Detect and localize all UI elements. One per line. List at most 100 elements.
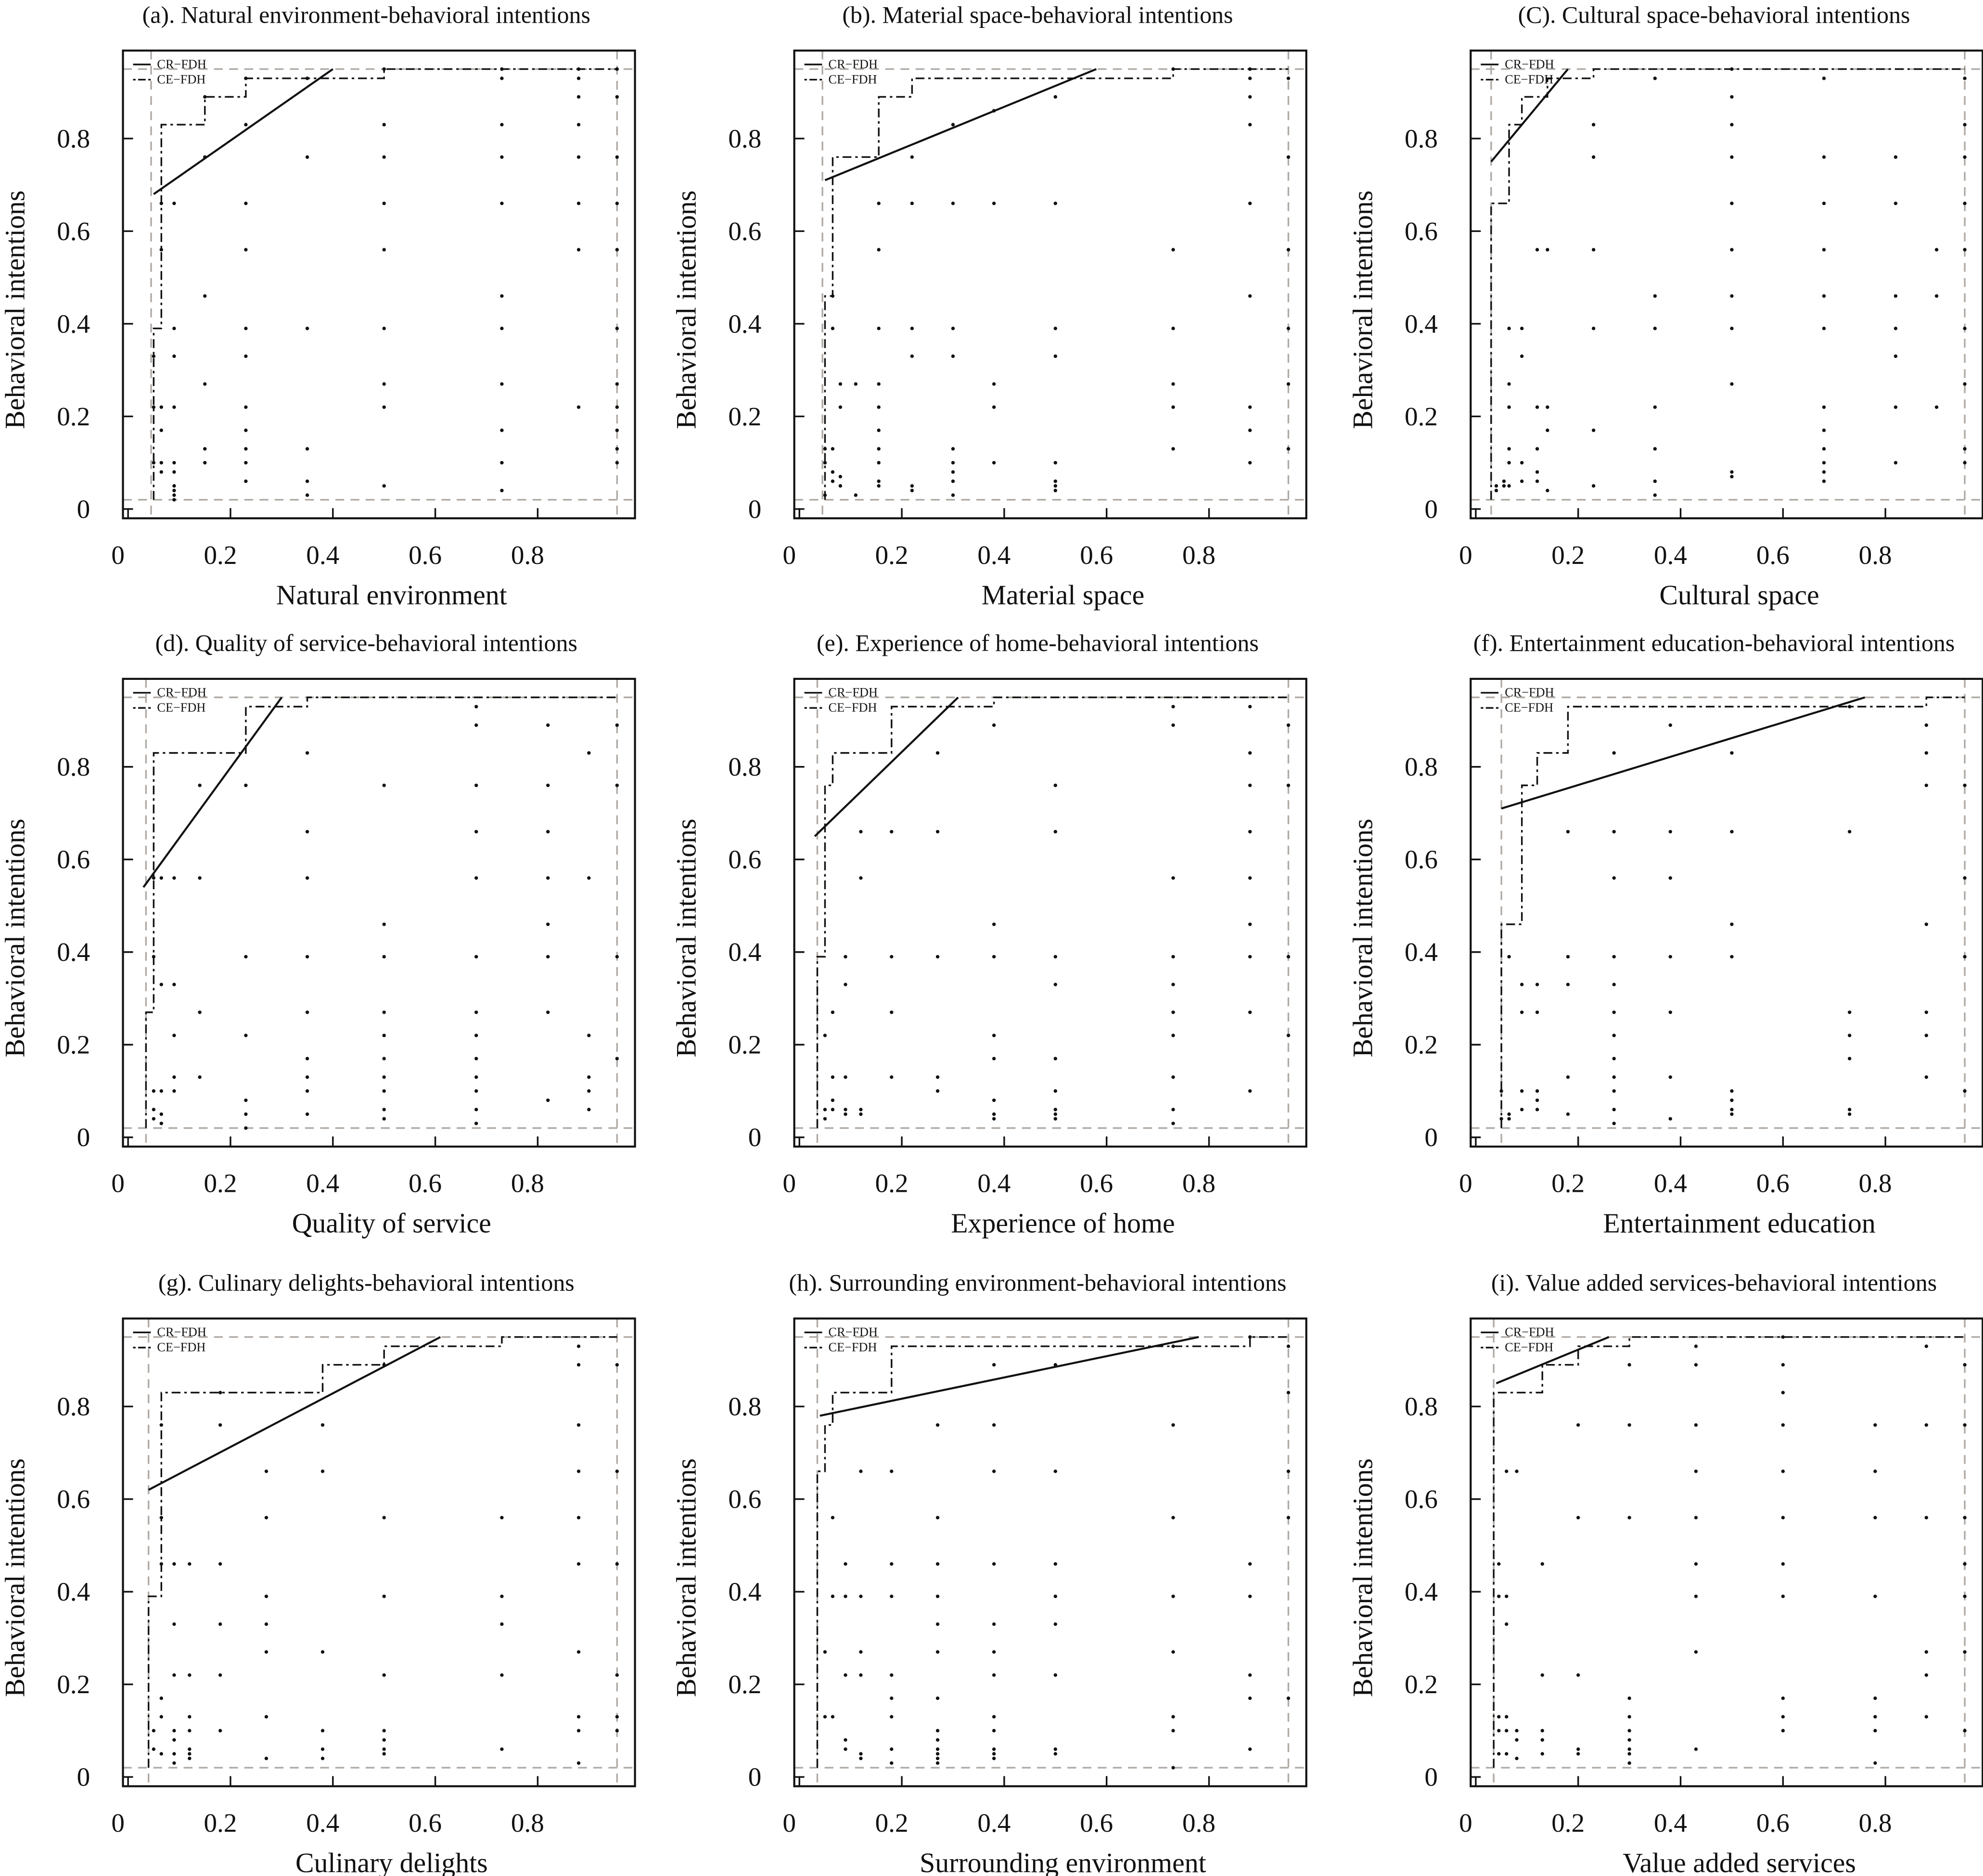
y-tick-label: 0.6: [57, 217, 90, 246]
x-tick-label: 0.8: [511, 1169, 544, 1198]
data-point: [474, 876, 478, 880]
data-point: [1497, 1715, 1501, 1719]
data-point: [1520, 326, 1524, 331]
data-point: [1893, 326, 1898, 331]
data-point: [844, 1747, 847, 1751]
data-point: [1515, 1738, 1519, 1742]
data-point: [1171, 447, 1175, 451]
data-point: [1848, 704, 1852, 709]
y-tick-label: 0.6: [728, 1484, 761, 1514]
x-tick-label: 0: [111, 1169, 125, 1198]
data-point: [1612, 1089, 1616, 1093]
data-point: [172, 1761, 176, 1765]
data-point: [1730, 474, 1734, 479]
data-point: [576, 1562, 581, 1566]
data-point: [890, 1761, 894, 1765]
data-point: [576, 1363, 581, 1367]
data-point: [474, 1122, 478, 1125]
data-point: [382, 1010, 386, 1014]
data-point: [1053, 783, 1057, 787]
data-point: [1612, 876, 1616, 880]
data-point: [382, 1057, 386, 1060]
x-tick-label: 0.6: [409, 1169, 442, 1198]
data-point: [854, 382, 857, 386]
data-point: [951, 123, 955, 127]
panel-title: (f). Entertainment education-behavioral …: [1473, 630, 1955, 656]
data-point: [854, 493, 857, 497]
data-point: [1248, 202, 1252, 205]
data-point: [244, 1126, 248, 1130]
panel-f: (f). Entertainment education-behavioral …: [1347, 630, 1983, 1239]
panel-title: (d). Quality of service-behavioral inten…: [155, 630, 577, 656]
data-point: [159, 1089, 163, 1093]
data-point: [500, 1673, 504, 1677]
data-point: [1963, 1089, 1967, 1093]
data-point: [615, 1562, 619, 1566]
data-point: [1627, 1363, 1631, 1367]
data-point: [159, 470, 163, 474]
x-tick-label: 0.8: [511, 1808, 544, 1838]
data-point: [244, 783, 248, 787]
cr-fdh-line: [824, 68, 1097, 181]
data-point: [1873, 1729, 1877, 1733]
data-point: [1963, 155, 1967, 159]
data-point: [1924, 783, 1928, 787]
data-point: [951, 470, 955, 474]
panel-title: (h). Surrounding environment-behavioral …: [789, 1270, 1286, 1296]
data-point: [1171, 1650, 1175, 1654]
data-point: [172, 488, 176, 493]
data-point: [935, 1752, 940, 1756]
data-point: [1248, 77, 1252, 80]
data-point: [1515, 1729, 1519, 1733]
y-tick-label: 0: [748, 1123, 762, 1152]
data-point: [159, 461, 163, 465]
data-point: [1505, 1622, 1509, 1626]
data-point: [159, 1715, 163, 1719]
y-tick-label: 0.2: [1405, 1030, 1438, 1059]
data-point: [382, 1747, 386, 1751]
legend-cr-fdh-label: CR−FDH: [829, 686, 878, 700]
x-tick-label: 0.2: [204, 1808, 237, 1838]
data-point: [500, 1516, 504, 1519]
plot-frame: [1470, 1317, 1983, 1787]
data-point: [1566, 830, 1570, 834]
data-point: [1171, 876, 1175, 880]
data-point: [1730, 955, 1734, 959]
data-point: [951, 447, 955, 451]
data-point: [305, 955, 309, 959]
data-point: [838, 474, 843, 479]
x-tick-label: 0: [1459, 1808, 1472, 1838]
data-point: [1924, 1650, 1928, 1654]
y-tick-label: 0.2: [728, 1030, 761, 1059]
legend-ce-fdh-label: CE−FDH: [829, 701, 877, 715]
x-tick-label: 0.2: [875, 1169, 908, 1198]
x-axis-label: Surrounding environment: [920, 1847, 1206, 1876]
data-point: [935, 1562, 940, 1566]
panel-b: (b). Material space-behavioral intention…: [671, 1, 1307, 611]
data-point: [382, 123, 386, 127]
cr-fdh-line: [814, 696, 959, 837]
data-point: [474, 704, 478, 709]
data-point: [1591, 326, 1596, 331]
data-point: [320, 1650, 325, 1654]
data-point: [1822, 155, 1826, 159]
data-point: [831, 470, 835, 474]
data-point: [615, 723, 619, 727]
data-point: [1507, 405, 1511, 409]
data-point: [1668, 955, 1672, 959]
data-point: [992, 1757, 996, 1761]
data-point: [576, 1715, 581, 1719]
data-point: [1694, 1516, 1698, 1519]
y-axis-label: Behavioral intentions: [1347, 191, 1378, 429]
data-point: [1053, 1595, 1057, 1598]
data-point: [1653, 405, 1657, 409]
x-tick-label: 0.8: [1182, 1808, 1215, 1838]
plot-frame: [1470, 49, 1983, 520]
data-point: [1535, 479, 1539, 483]
ce-fdh-line: [824, 68, 1289, 500]
data-point: [203, 95, 207, 99]
data-point: [1286, 1344, 1291, 1348]
data-point: [1591, 484, 1596, 488]
data-point: [877, 405, 881, 409]
data-point: [1286, 77, 1291, 80]
